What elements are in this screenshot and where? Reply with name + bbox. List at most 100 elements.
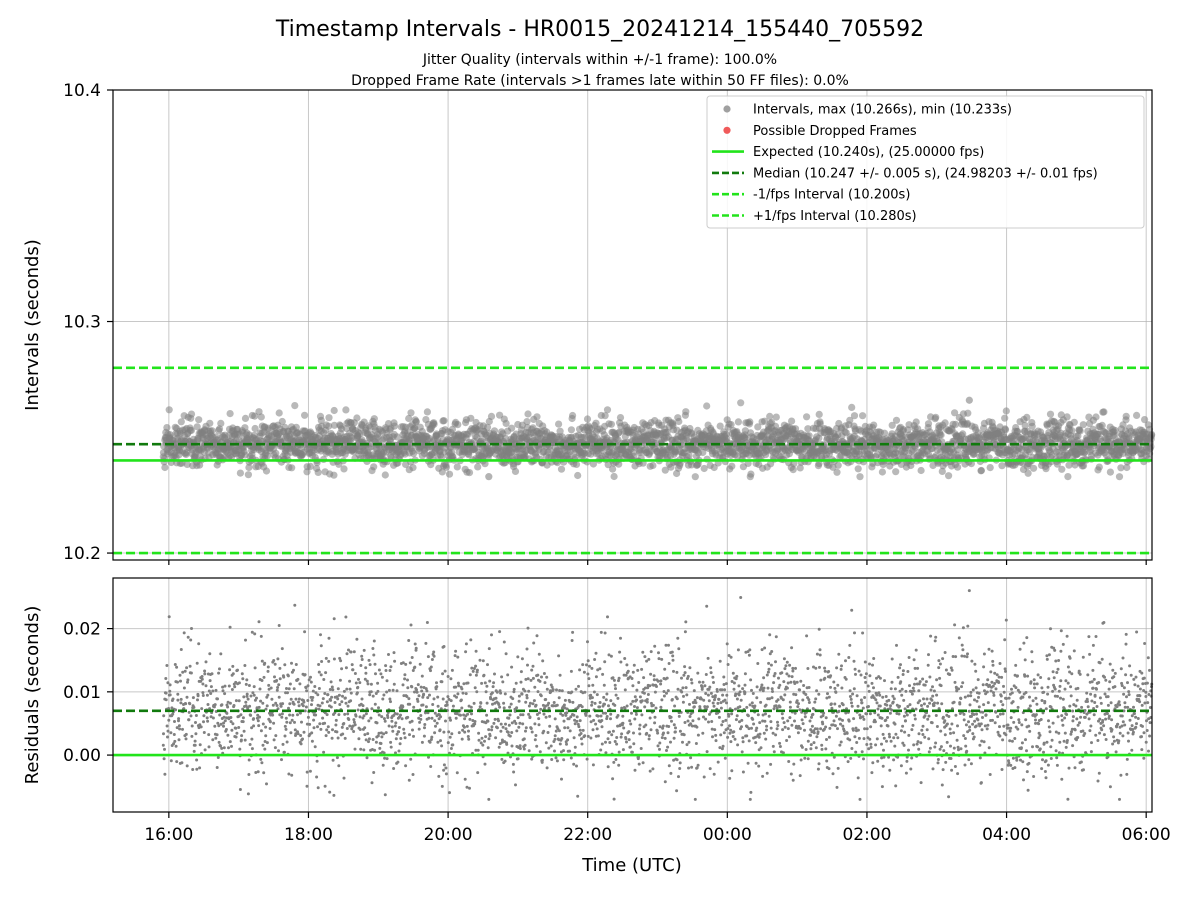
residual-point [229,716,233,719]
legend-box [706,95,1145,229]
interval-point [448,425,456,433]
residual-point [683,671,687,675]
residual-point [307,678,311,682]
residual-point [692,701,696,705]
interval-point [945,472,953,480]
residual-point [581,663,585,667]
residual-point [371,694,375,698]
residual-point [411,728,414,732]
interval-point [405,414,413,423]
residual-point [184,732,188,736]
residual-point [371,738,375,741]
residual-point [460,687,464,691]
residual-point [474,664,478,668]
interval-point [937,431,945,439]
residual-point [648,684,652,688]
residual-point [175,760,179,764]
residual-point [298,711,302,715]
residual-point [189,671,193,675]
residual-point [329,698,333,702]
residual-point [472,667,476,670]
residual-point [262,675,266,679]
residual-point [385,757,389,761]
interval-point [533,413,541,421]
residual-point [329,705,333,709]
residual-point [354,681,358,685]
residual-point [242,695,246,699]
interval-point [815,410,823,418]
residual-point [553,734,557,738]
residual-point [345,687,349,691]
residual-point [503,692,507,696]
residual-point [394,721,398,725]
residual-point [336,687,340,691]
residual-point [411,773,415,776]
residual-point [446,695,450,699]
residual-point [497,719,500,723]
residual-point [287,687,291,691]
residual-point [460,706,464,710]
interval-point [912,418,920,426]
residual-point [406,715,410,719]
residual-point [568,729,572,733]
residual-point [628,745,632,749]
residual-point [269,686,273,690]
residual-point [522,737,526,741]
residual-point [292,668,295,672]
residual-point [578,719,582,723]
residual-point [676,636,680,640]
residual-point [296,732,300,736]
residual-point [545,766,549,770]
interval-point [846,416,854,424]
interval-point [1115,473,1124,481]
residual-point [590,700,594,704]
residual-point [635,698,639,702]
residual-point [341,732,345,736]
residual-point [305,770,309,774]
residual-point [493,672,496,676]
residual-point [351,668,355,672]
residual-point [290,773,294,777]
residual-point [358,681,362,685]
residual-point [352,730,356,733]
residual-point [556,727,560,731]
residual-point [594,651,598,655]
residual-point [233,685,237,689]
residual-point [633,768,637,772]
residual-point [406,686,410,690]
residual-point [280,712,284,716]
interval-point [630,452,638,460]
residual-point [503,759,507,763]
residual-point [643,686,647,690]
residual-point [214,688,218,692]
residual-point [432,650,436,654]
residual-point [476,748,480,752]
interval-point [502,419,510,427]
residual-point [342,722,346,725]
residual-point [261,743,265,747]
residual-point [606,737,610,741]
residual-point [401,683,405,687]
residual-point [605,692,609,696]
residual-point [312,726,316,730]
residual-point [234,699,238,703]
residual-point [292,687,296,691]
interval-point [1079,421,1087,429]
residual-point [446,675,450,678]
residual-point [621,721,625,725]
residual-point [531,702,535,706]
residual-point [675,697,679,701]
residual-point [521,713,525,717]
residual-point [337,713,341,717]
residual-point [403,677,407,681]
interval-point [1058,465,1066,473]
residual-point [288,721,292,725]
residual-point [636,668,640,672]
residual-point [604,711,608,715]
interval-point [834,461,842,469]
residual-point [477,731,481,735]
residual-point [261,722,265,726]
residual-point [288,713,292,717]
residual-point [392,651,396,655]
residual-point [591,728,595,732]
